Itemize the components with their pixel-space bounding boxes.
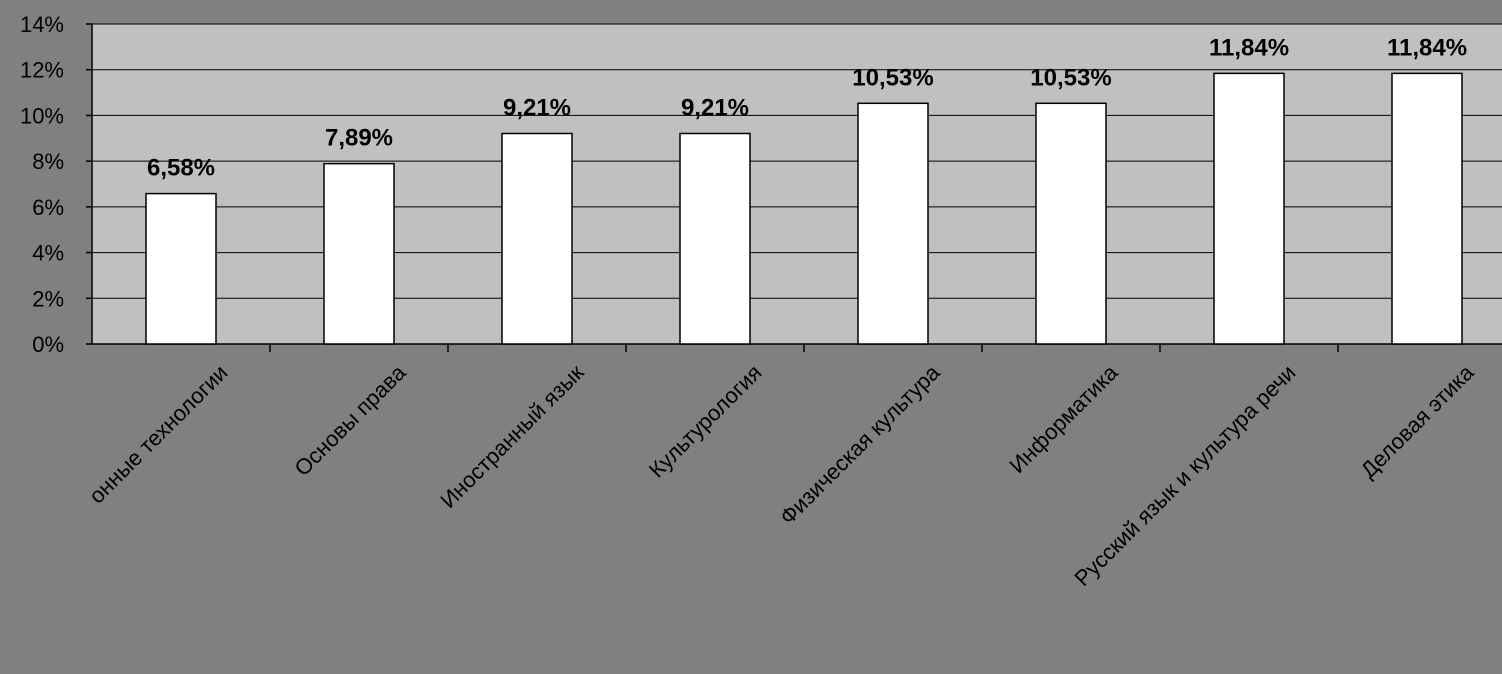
- data-label: 11,84%: [1209, 34, 1289, 61]
- bar: [323, 162, 395, 345]
- data-labels: 6,58% 7,89% 9,21% 9,21% 10,53% 10,53% 11,84% 11…: [147, 34, 1467, 181]
- data-label: 6,58%: [147, 155, 215, 182]
- y-tick-labels: 0% 2% 4% 6% 8% 10% 12% 14%: [20, 12, 64, 357]
- bar: [501, 132, 573, 345]
- y-tick-label: 6%: [32, 195, 64, 220]
- y-tick-label: 14%: [20, 12, 64, 37]
- data-label: 11,84%: [1387, 34, 1467, 61]
- y-tick-label: 12%: [20, 58, 64, 83]
- y-tick-label: 8%: [32, 149, 64, 174]
- y-tick-label: 4%: [32, 241, 64, 266]
- x-tick-label: Культурология: [644, 360, 767, 483]
- x-tick-label: онные технологии: [84, 360, 233, 509]
- bar: [1035, 102, 1107, 345]
- data-label: 9,21%: [681, 94, 749, 121]
- data-label: 10,53%: [1030, 64, 1111, 91]
- y-tick-label: 0%: [32, 332, 64, 357]
- y-tick-label: 2%: [32, 286, 64, 311]
- data-label: 10,53%: [852, 64, 933, 91]
- bar: [1213, 72, 1285, 345]
- x-tick-labels: онные технологии Основы права Иностранный …: [84, 359, 1479, 591]
- data-label: 9,21%: [503, 94, 571, 121]
- bar: [145, 192, 217, 345]
- x-tick-label: Физическая культура: [775, 359, 945, 529]
- bar: [1391, 72, 1463, 345]
- bar: [857, 102, 929, 345]
- plot-area: [92, 24, 1502, 344]
- x-tick-label: Основы права: [289, 359, 411, 481]
- x-tick-label: Деловая этика: [1356, 359, 1479, 482]
- x-tick-label: Иностранный язык: [435, 360, 588, 513]
- y-tick-label: 10%: [20, 103, 64, 128]
- bars: [145, 72, 1463, 352]
- x-tick-label: Информатика: [1004, 359, 1123, 478]
- data-label: 7,89%: [325, 125, 393, 152]
- bar: [679, 132, 751, 345]
